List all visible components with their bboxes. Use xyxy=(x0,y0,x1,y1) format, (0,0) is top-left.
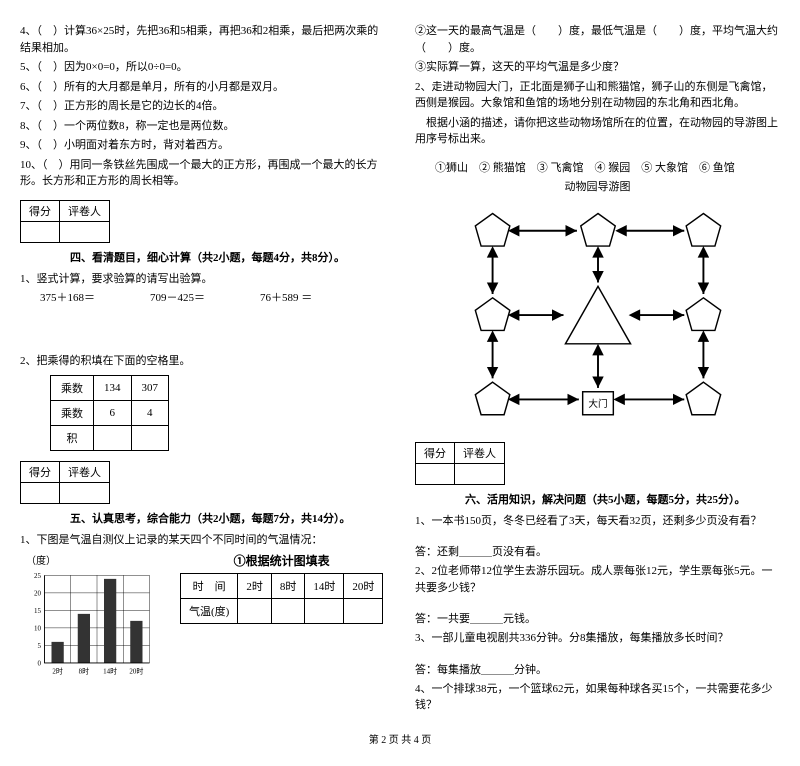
q-line: ③实际算一算，这天的平均气温是多少度？ xyxy=(415,59,780,76)
problem-4: 4、一个排球38元，一个篮球62元，如果每种球各买15个，一共需要花多少钱？ xyxy=(415,681,780,714)
table-cell xyxy=(131,426,169,451)
score-cell xyxy=(416,463,455,484)
svg-text:8时: 8时 xyxy=(79,666,90,675)
judgment-item: 4、（ ）计算36×25时，先把36和5相乘，再把36和2相乘，最后把两次乘的结… xyxy=(20,23,385,56)
problem-1-answer: 答：还剩＿＿＿页没有看。 xyxy=(415,543,780,559)
left-column: 4、（ ）计算36×25时，先把36和5相乘，再把36和2相乘，最后把两次乘的结… xyxy=(20,20,385,717)
table-cell xyxy=(94,426,132,451)
score-label: 得分 xyxy=(416,442,455,463)
problem-1: 1、一本书150页，冬冬已经看了3天，每天看32页，还剩多少页没有看？ xyxy=(415,513,780,530)
calc-intro: 1、竖式计算，要求验算的请写出验算。 xyxy=(20,271,385,288)
temperature-bar-chart: 25 20 15 10 5 0 2时 8时 14时 20时 xyxy=(20,567,160,687)
table-cell: 4 xyxy=(131,401,169,426)
table-cell: 乘数 xyxy=(51,376,94,401)
grader-cell xyxy=(455,463,505,484)
grader-label: 评卷人 xyxy=(60,200,110,221)
svg-text:10: 10 xyxy=(34,624,42,632)
q2-intro: 根据小涵的描述，请你把这些动物场馆所在的位置，在动物园的导游图上用序号标出来。 xyxy=(415,115,780,148)
score-cell xyxy=(21,221,60,242)
table-cell xyxy=(344,598,383,623)
q-line: ②这一天的最高气温是（ ）度，最低气温是（ ）度，平均气温大约（ ）度。 xyxy=(415,23,780,56)
section-4-title: 四、看清题目，细心计算（共2小题，每题4分，共8分）。 xyxy=(70,249,385,265)
judgment-item: 8、（ ）一个两位数8，称一定也是两位数。 xyxy=(20,118,385,135)
svg-text:20: 20 xyxy=(34,589,42,597)
problem-2: 2、2位老师带12位学生去游乐园玩。成人票每张12元，学生票每张5元。一共要多少… xyxy=(415,563,780,596)
judgment-item: 6、（ ）所有的大月都是单月，所有的小月都是双月。 xyxy=(20,79,385,96)
q2-intro: 2、走进动物园大门，正北面是狮子山和熊猫馆，狮子山的东侧是飞禽馆，西侧是猴园。大… xyxy=(415,79,780,112)
judgment-item: 7、（ ）正方形的周长是它的边长的4倍。 xyxy=(20,98,385,115)
legend: ①狮山 ② 熊猫馆 ③ 飞禽馆 ④ 猴园 ⑤ 大象馆 ⑥ 鱼馆 xyxy=(435,160,780,177)
score-cell xyxy=(21,483,60,504)
table-cell: 2时 xyxy=(238,573,272,598)
svg-text:25: 25 xyxy=(34,572,42,580)
score-label: 得分 xyxy=(21,200,60,221)
bar-chart-wrapper: （度） 25 20 15 10 5 0 2时 8时 14时 20时 xyxy=(20,552,160,690)
section-6-title: 六、活用知识，解决问题（共5小题，每题5分，共25分）。 xyxy=(465,491,780,507)
table-cell: 14时 xyxy=(305,573,344,598)
calc-items: 375＋168＝ 709－425＝ 76＋589 ＝ xyxy=(40,290,385,307)
score-box: 得分 评卷人 xyxy=(415,442,780,485)
map-caption: 动物园导游图 xyxy=(415,179,780,196)
table-cell: 乘数 xyxy=(51,401,94,426)
problem-3-answer: 答：每集播放＿＿＿分钟。 xyxy=(415,661,780,677)
svg-text:14时: 14时 xyxy=(103,666,117,675)
problem-2-answer: 答：一共要＿＿＿元钱。 xyxy=(415,610,780,626)
table-cell xyxy=(271,598,305,623)
score-box: 得分 评卷人 xyxy=(20,200,385,243)
judgment-item: 9、（ ）小明面对着东方时，背对着西方。 xyxy=(20,137,385,154)
table-cell xyxy=(305,598,344,623)
table-cell: 气温(度) xyxy=(181,598,238,623)
page-footer: 第 2 页 共 4 页 xyxy=(20,731,780,746)
svg-text:5: 5 xyxy=(38,642,42,650)
problem-3: 3、一部儿童电视剧共336分钟。分8集播放，每集播放多长时间？ xyxy=(415,630,780,647)
table-cell: 134 xyxy=(94,376,132,401)
svg-text:大门: 大门 xyxy=(588,398,607,410)
grader-label: 评卷人 xyxy=(455,442,505,463)
svg-text:2时: 2时 xyxy=(52,666,63,675)
y-axis-label: （度） xyxy=(26,552,160,567)
calc2-intro: 2、把乘得的积填在下面的空格里。 xyxy=(20,353,385,370)
chart-fill-title: ①根据统计图填表 xyxy=(180,552,383,569)
table-cell: 8时 xyxy=(271,573,305,598)
judgment-item: 5、（ ）因为0×0=0，所以0÷0=0。 xyxy=(20,59,385,76)
score-label: 得分 xyxy=(21,462,60,483)
table-cell: 20时 xyxy=(344,573,383,598)
table-cell: 积 xyxy=(51,426,94,451)
table-cell: 307 xyxy=(131,376,169,401)
svg-text:20时: 20时 xyxy=(129,666,143,675)
score-box: 得分 评卷人 xyxy=(20,461,385,504)
work-space xyxy=(20,310,385,350)
table-cell: 6 xyxy=(94,401,132,426)
grader-label: 评卷人 xyxy=(60,462,110,483)
svg-text:15: 15 xyxy=(34,607,42,615)
q5-1: 1、下图是气温自测仪上记录的某天四个不同时间的气温情况： xyxy=(20,532,385,549)
section-5-title: 五、认真思考，综合能力（共2小题，每题7分，共14分）。 xyxy=(70,510,385,526)
fill-table-wrapper: ①根据统计图填表 时 间 2时 8时 14时 20时 气温(度) xyxy=(180,552,383,624)
table-cell xyxy=(238,598,272,623)
temperature-table: 时 间 2时 8时 14时 20时 气温(度) xyxy=(180,573,383,624)
zoo-map: 大门 xyxy=(453,202,743,432)
right-column: ②这一天的最高气温是（ ）度，最低气温是（ ）度，平均气温大约（ ）度。 ③实际… xyxy=(415,20,780,717)
judgment-item: 10、（ ）用同一条铁丝先围成一个最大的正方形，再围成一个最大的长方形。长方形和… xyxy=(20,157,385,190)
grader-cell xyxy=(60,221,110,242)
multiplication-table: 乘数 134 307 乘数 6 4 积 xyxy=(50,375,169,451)
table-cell: 时 间 xyxy=(181,573,238,598)
svg-text:0: 0 xyxy=(38,659,42,667)
grader-cell xyxy=(60,483,110,504)
